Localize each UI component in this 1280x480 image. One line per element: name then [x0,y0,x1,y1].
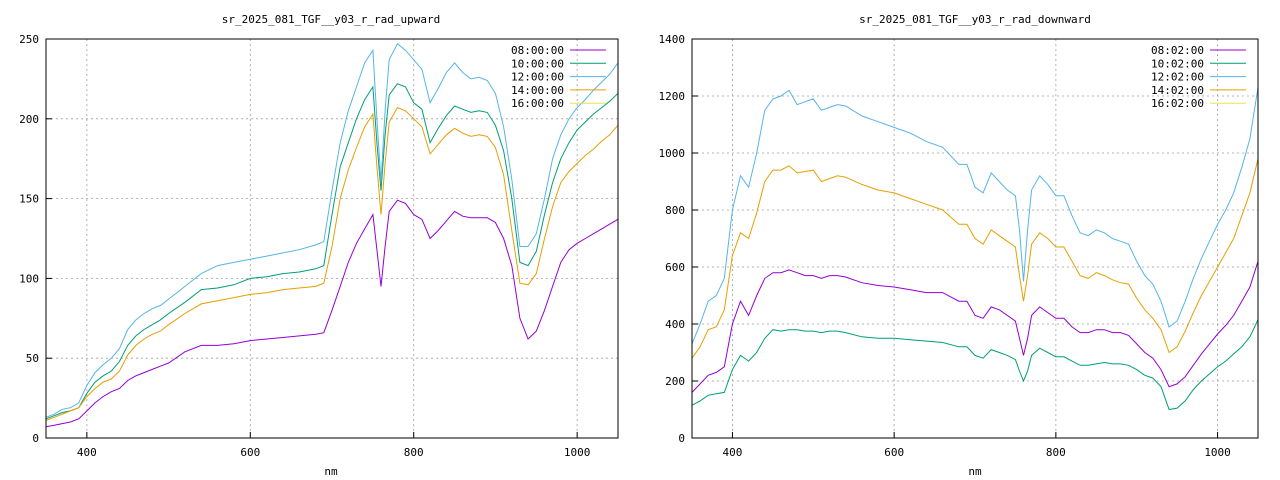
x-tick-label: 400 [722,446,742,459]
x-tick-label: 1000 [1204,446,1231,459]
series-line-2 [691,87,1259,345]
plot-frame [691,38,1259,439]
legend-label: 16:00:00 [511,97,564,110]
chart-downward: sr_2025_081_TGF__y03_r_rad_downward 400 6… [659,13,1259,478]
chart-upward: sr_2025_081_TGF__y03_r_rad_upward 400 600… [19,13,619,478]
tick-labels: 400 600 800 1000 0 200 400 600 800 1000 1200 1400 [659,33,1231,459]
y-tick-label: 200 [19,113,39,126]
y-tick-label: 150 [19,193,39,206]
y-tick-label: 1200 [659,90,686,103]
x-tick-label: 600 [884,446,904,459]
x-axis-label: nm [968,465,982,478]
tick-labels: 400 600 800 1000 0 50 100 150 200 250 [19,33,590,459]
series-line-1 [691,319,1259,411]
legend-label: 14:00:00 [511,84,564,97]
y-tick-label: 100 [19,272,39,285]
grid [46,39,618,438]
series-line-0 [691,261,1259,393]
x-tick-label: 600 [240,446,260,459]
legend-label: 16:02:00 [1151,97,1204,110]
plot-frame [45,38,619,439]
x-tick-label: 1000 [564,446,591,459]
y-tick-label: 400 [665,318,685,331]
series-line-0 [45,199,619,428]
grid [692,39,1258,438]
legend-label: 12:02:00 [1151,71,1204,84]
y-tick-label: 800 [665,204,685,217]
series-line-3 [45,106,619,421]
x-axis-label: nm [324,465,338,478]
y-tick-label: 50 [26,352,39,365]
chart-title: sr_2025_081_TGF__y03_r_rad_downward [859,13,1091,26]
legend-label: 14:02:00 [1151,84,1204,97]
x-tick-label: 800 [1046,446,1066,459]
series-line-1 [45,83,619,420]
series-line-2 [45,43,619,418]
y-tick-label: 0 [32,432,39,445]
y-tick-label: 600 [665,261,685,274]
legend-label: 12:00:00 [511,71,564,84]
series-lines [691,87,1259,411]
legend-label: 10:00:00 [511,57,564,70]
legend-label: 10:02:00 [1151,57,1204,70]
legend-label: 08:00:00 [511,44,564,57]
chart-title: sr_2025_081_TGF__y03_r_rad_upward [222,13,441,26]
series-line-3 [691,158,1259,359]
series-lines [45,43,619,428]
y-tick-label: 200 [665,375,685,388]
y-tick-label: 0 [678,432,685,445]
y-tick-label: 250 [19,33,39,46]
legend-label: 08:02:00 [1151,44,1204,57]
x-tick-label: 800 [404,446,424,459]
y-tick-label: 1000 [659,147,686,160]
y-tick-label: 1400 [659,33,686,46]
x-tick-label: 400 [77,446,97,459]
